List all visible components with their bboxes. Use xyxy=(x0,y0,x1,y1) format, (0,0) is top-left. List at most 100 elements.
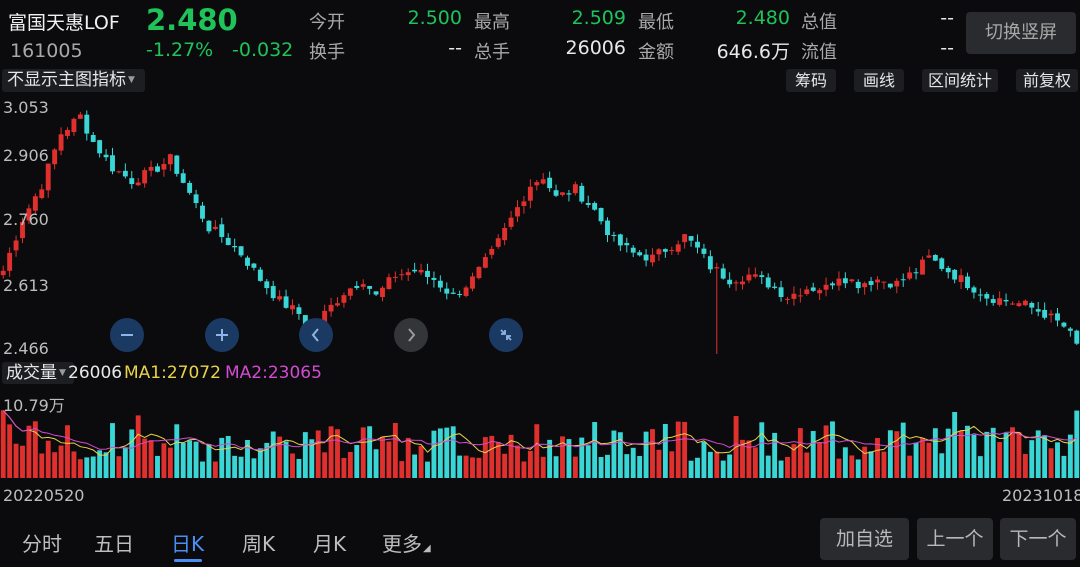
price-tick-2760: 2.760 xyxy=(3,210,49,229)
volume-bar xyxy=(296,458,302,478)
candle-body xyxy=(245,257,250,266)
candle-body xyxy=(90,135,96,142)
volume-bar xyxy=(894,431,900,478)
zoom-in-button[interactable] xyxy=(205,318,239,352)
candle-body xyxy=(116,171,122,173)
tab-five-day[interactable]: 五日 xyxy=(94,532,134,556)
volume-bar xyxy=(71,451,77,478)
volume-bar xyxy=(97,450,103,478)
volume-bar xyxy=(341,457,347,478)
zoom-out-button[interactable] xyxy=(110,318,144,352)
volume-bar xyxy=(77,459,83,478)
candle-body xyxy=(868,281,874,285)
add-watchlist-button[interactable]: 加自选 xyxy=(820,518,909,560)
volume-bar xyxy=(1061,455,1067,478)
chart-toolbar: 不显示主图指标 ▼ 筹码 画线 区间统计 前复权 xyxy=(0,66,1080,96)
volume-bar xyxy=(302,432,308,478)
volume-bar xyxy=(238,456,244,478)
open-value: 2.500 xyxy=(407,7,462,29)
price-tick-2466: 2.466 xyxy=(3,339,49,358)
volume-bar xyxy=(1010,427,1015,478)
candle-body xyxy=(894,280,900,287)
scroll-right-button[interactable] xyxy=(394,318,428,352)
volume-bar xyxy=(945,428,951,478)
tab-daily-k[interactable]: 日K xyxy=(171,532,205,556)
candle-body xyxy=(759,275,765,278)
draw-line-button[interactable]: 画线 xyxy=(854,69,904,92)
candle-body xyxy=(1074,330,1080,344)
candle-body xyxy=(495,238,501,247)
amount-label: 金额 xyxy=(638,42,674,63)
volume-bar xyxy=(920,437,925,478)
volume-bar xyxy=(386,441,392,478)
start-date: 20220520 xyxy=(3,486,85,505)
low-label: 最低 xyxy=(638,12,674,33)
candle-body xyxy=(650,254,655,263)
change-percent: -1.27% xyxy=(146,39,214,61)
volume-bar xyxy=(720,460,726,478)
volume-bar xyxy=(868,451,874,478)
volume-bar xyxy=(907,455,913,478)
chips-button[interactable]: 筹码 xyxy=(786,69,836,92)
scroll-left-button[interactable] xyxy=(299,318,333,352)
volume-bar xyxy=(437,428,443,478)
volume-chart[interactable] xyxy=(0,388,1080,480)
forward-adjust-button[interactable]: 前复权 xyxy=(1016,69,1078,92)
volume-bar xyxy=(598,457,604,478)
volume-bar xyxy=(1055,442,1060,478)
candle-body xyxy=(585,202,591,205)
volume-bar xyxy=(187,440,193,478)
volume-bar xyxy=(566,439,572,478)
switch-portrait-button[interactable]: 切换竖屏 xyxy=(966,12,1076,54)
volume-bar xyxy=(225,435,231,478)
volume-bar xyxy=(450,426,456,478)
volume-bar xyxy=(650,429,655,478)
candle-body xyxy=(399,274,405,276)
candlestick-chart[interactable] xyxy=(0,96,1080,358)
candle-body xyxy=(637,252,643,256)
candle-body xyxy=(920,259,925,275)
candle-body xyxy=(219,224,225,237)
volume-bar xyxy=(135,415,141,478)
volume-bar xyxy=(26,425,32,478)
candle-body xyxy=(875,279,880,283)
volume-bar xyxy=(277,436,283,478)
next-button[interactable]: 下一个 xyxy=(1000,518,1076,560)
tab-intraday[interactable]: 分时 xyxy=(22,532,62,556)
volume-bar xyxy=(245,439,250,478)
tab-more[interactable]: 更多◢ xyxy=(382,528,431,557)
candle-body xyxy=(39,189,45,199)
tab-weekly-k[interactable]: 周K xyxy=(242,532,276,556)
volume-bar xyxy=(932,428,938,478)
tab-monthly-k[interactable]: 月K xyxy=(313,532,347,556)
candle-body xyxy=(701,248,707,254)
volume-bar xyxy=(547,439,553,478)
candle-body xyxy=(926,255,932,258)
volume-bar xyxy=(431,430,437,478)
reset-zoom-button[interactable] xyxy=(489,318,523,352)
candle-body xyxy=(180,173,186,183)
candle-body xyxy=(489,248,495,255)
volume-bar xyxy=(772,432,778,478)
volume-bar xyxy=(142,438,148,478)
candle-body xyxy=(167,154,173,165)
volume-bar xyxy=(116,456,122,478)
candle-body xyxy=(862,283,868,288)
volume-bar xyxy=(990,427,996,478)
candle-body xyxy=(322,310,328,326)
previous-button[interactable]: 上一个 xyxy=(917,518,993,560)
range-stats-button[interactable]: 区间统计 xyxy=(922,69,998,92)
candle-body xyxy=(444,288,450,294)
open-label: 今开 xyxy=(309,12,345,33)
candle-body xyxy=(540,179,546,184)
candle-body xyxy=(695,241,700,248)
volume-bar xyxy=(585,445,591,478)
volume-indicator-select[interactable]: 成交量 ▼ xyxy=(2,362,74,384)
main-indicator-select[interactable]: 不显示主图指标 ▼ xyxy=(2,69,145,92)
volume-bar xyxy=(360,427,366,478)
volume-bar xyxy=(129,429,135,478)
volume-bar xyxy=(804,452,810,478)
candle-body xyxy=(457,294,463,296)
volume-bar xyxy=(206,444,212,478)
candle-body xyxy=(0,270,6,276)
